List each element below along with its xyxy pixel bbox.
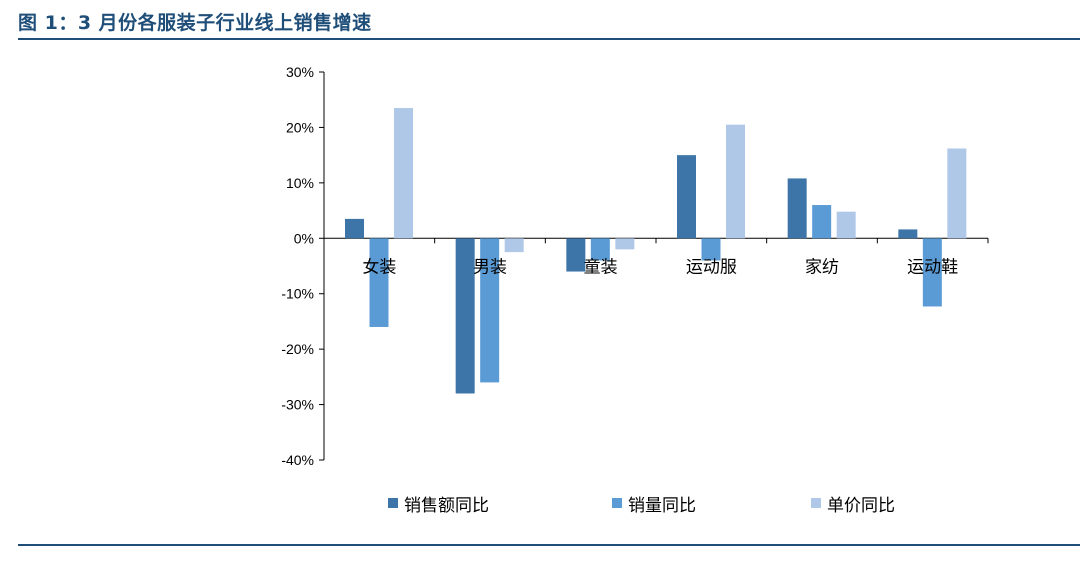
category-label: 男装 [473, 257, 507, 277]
bar [812, 205, 832, 239]
bar [726, 124, 745, 239]
title-rule [18, 38, 1080, 40]
category-label: 童装 [584, 257, 618, 277]
legend-label: 单价同比 [827, 496, 895, 516]
y-tick-label: 30% [286, 64, 314, 80]
bar [898, 229, 918, 239]
y-tick-label: -20% [281, 341, 314, 357]
legend-swatch [612, 498, 622, 508]
y-tick-label: -40% [281, 452, 314, 468]
y-tick-label: -30% [281, 397, 314, 413]
category-label: 运动鞋 [907, 257, 958, 277]
category-label: 女装 [362, 257, 396, 277]
bar [590, 238, 610, 261]
footer-rule [18, 544, 1080, 546]
bar [701, 238, 721, 261]
legend-label: 销售额同比 [404, 496, 489, 516]
bar [787, 178, 807, 239]
bar [504, 238, 524, 253]
bar [836, 211, 856, 239]
bar [677, 155, 696, 239]
bar [922, 238, 942, 307]
bar [394, 108, 413, 239]
y-tick-label: 10% [286, 175, 314, 191]
y-tick-label: 0% [294, 230, 314, 246]
bar [369, 238, 389, 327]
bar [615, 238, 635, 250]
legend-swatch [388, 498, 398, 508]
bar [455, 238, 475, 394]
figure-title: 图 1：3 月份各服装子行业线上销售增速 [18, 12, 372, 34]
category-label: 家纺 [805, 257, 839, 277]
legend-label: 销量同比 [628, 496, 696, 516]
legend-swatch [811, 498, 821, 508]
bar [480, 238, 500, 383]
category-label: 运动服 [686, 257, 737, 277]
y-tick-label: -10% [281, 286, 314, 302]
bar [947, 148, 967, 239]
y-tick-label: 20% [286, 119, 314, 135]
bar [566, 238, 586, 272]
bar [345, 218, 364, 239]
